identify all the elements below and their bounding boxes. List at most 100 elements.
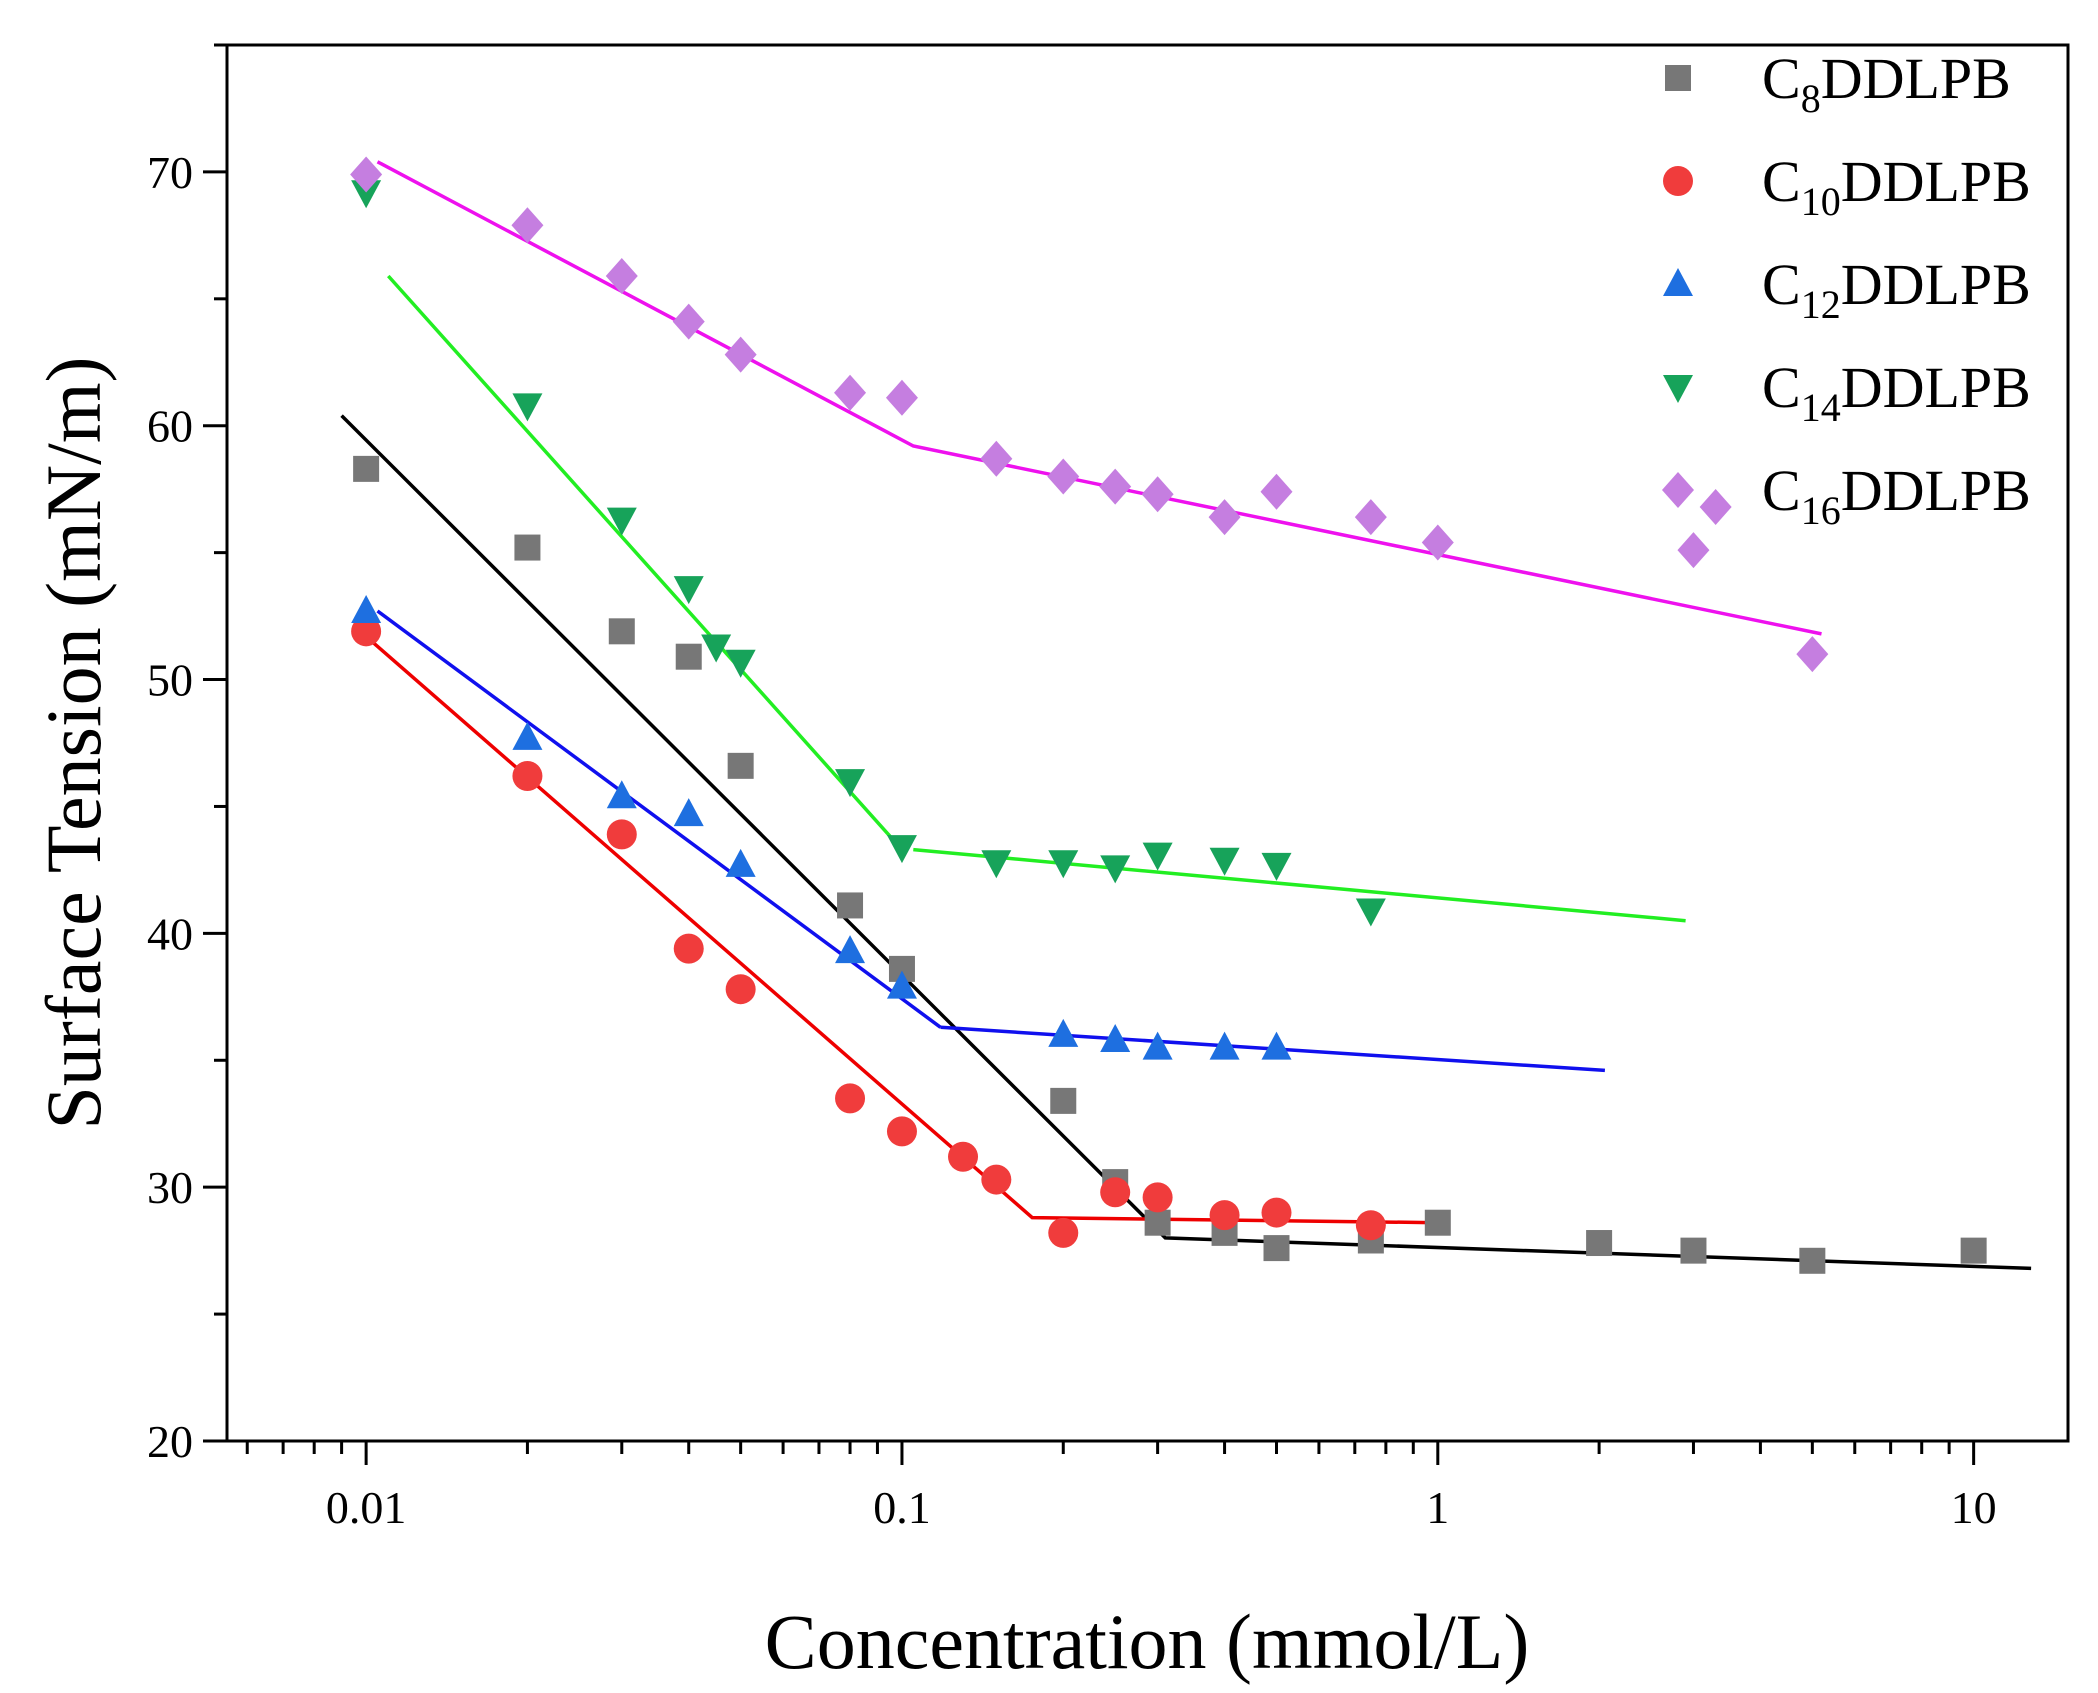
data-point bbox=[673, 576, 704, 605]
legend-label-subscript: 12 bbox=[1801, 282, 1841, 327]
data-point bbox=[1355, 1210, 1386, 1241]
y-tick-label: 40 bbox=[147, 908, 193, 959]
data-point bbox=[835, 1083, 866, 1114]
data-point bbox=[1048, 1018, 1079, 1047]
legend-marker bbox=[1663, 375, 1693, 403]
data-point bbox=[727, 752, 754, 779]
data-point bbox=[837, 892, 864, 919]
y-axis-ticks: 20 30 40 50 60 70 bbox=[147, 43, 227, 1467]
data-point bbox=[1142, 842, 1173, 871]
data-point bbox=[1261, 1031, 1292, 1060]
data-point bbox=[886, 1116, 917, 1147]
data-point bbox=[1209, 1031, 1240, 1060]
data-point bbox=[1099, 468, 1132, 505]
fit-line bbox=[386, 274, 904, 851]
data-point bbox=[1680, 1237, 1707, 1264]
data-point bbox=[1799, 1247, 1826, 1274]
data-point bbox=[1424, 1209, 1451, 1236]
legend-label-rest: DDLPB bbox=[1821, 46, 2011, 111]
data-point bbox=[1421, 524, 1454, 561]
data-point bbox=[725, 848, 756, 877]
legend-label: C14DDLPB bbox=[1762, 355, 2031, 430]
data-point bbox=[350, 156, 383, 193]
data-point bbox=[1796, 636, 1829, 673]
data-point bbox=[981, 850, 1012, 879]
data-point bbox=[886, 835, 917, 864]
data-point bbox=[605, 257, 638, 294]
data-point bbox=[1047, 458, 1080, 495]
x-tick-label: 1 bbox=[1426, 1482, 1449, 1533]
legend-label-rest: DDLPB bbox=[1841, 252, 2031, 317]
data-point bbox=[673, 933, 704, 964]
data-point bbox=[514, 534, 541, 561]
data-point bbox=[1209, 847, 1240, 876]
legend-label-rest: DDLPB bbox=[1841, 355, 2031, 420]
data-point bbox=[351, 180, 382, 209]
legend-label: C12DDLPB bbox=[1762, 252, 2031, 327]
data-point bbox=[1100, 855, 1131, 884]
legend-label: C16DDLPB bbox=[1762, 458, 2031, 533]
data-point bbox=[835, 935, 866, 964]
data-point bbox=[1050, 1087, 1077, 1114]
fit-line bbox=[376, 609, 942, 1029]
data-point bbox=[1208, 499, 1241, 536]
data-point bbox=[1144, 1209, 1171, 1236]
data-point bbox=[1048, 850, 1079, 879]
data-point bbox=[1100, 1023, 1131, 1052]
data-point bbox=[606, 780, 637, 809]
data-point bbox=[512, 721, 543, 750]
x-axis-ticks: 0.01 0.1 1 10 bbox=[245, 1441, 1997, 1533]
data-point bbox=[1586, 1230, 1613, 1257]
data-point bbox=[885, 379, 918, 416]
legend-label: C8DDLPB bbox=[1762, 46, 2011, 121]
data-point bbox=[1142, 1031, 1173, 1060]
legend-label-base: C bbox=[1762, 252, 1801, 317]
legend-label-rest: DDLPB bbox=[1841, 149, 2031, 214]
y-tick-label: 30 bbox=[147, 1162, 193, 1213]
x-axis-title: Concentration (mmol/L) bbox=[765, 1598, 1530, 1685]
x-tick-label: 0.1 bbox=[873, 1482, 931, 1533]
data-point bbox=[606, 507, 637, 536]
legend-label-subscript: 10 bbox=[1801, 179, 1841, 224]
data-point bbox=[353, 455, 380, 482]
data-point bbox=[886, 970, 917, 999]
y-tick-label: 50 bbox=[147, 655, 193, 706]
data-point bbox=[1141, 476, 1174, 513]
legend-marker bbox=[1663, 166, 1693, 196]
legend-label-base: C bbox=[1762, 355, 1801, 420]
plot-area-frame bbox=[225, 43, 2070, 1443]
data-point bbox=[1354, 499, 1387, 536]
data-point bbox=[1261, 1197, 1292, 1228]
data-markers bbox=[350, 156, 1987, 1274]
y-axis-title: Surface Tension (mN/m) bbox=[30, 357, 117, 1130]
legend-label: C10DDLPB bbox=[1762, 149, 2031, 224]
legend-label-base: C bbox=[1762, 149, 1801, 214]
y-tick-label: 70 bbox=[147, 147, 193, 198]
data-point bbox=[948, 1141, 979, 1172]
data-point bbox=[512, 760, 543, 791]
data-point bbox=[725, 974, 756, 1005]
data-point bbox=[1142, 1182, 1173, 1213]
data-point bbox=[1260, 473, 1293, 510]
legend-label-subscript: 14 bbox=[1801, 385, 1841, 430]
fit-lines bbox=[340, 160, 2032, 1271]
fit-line bbox=[340, 414, 2032, 1271]
data-point bbox=[672, 303, 705, 340]
data-point bbox=[351, 616, 382, 647]
legend-label-base: C bbox=[1762, 458, 1801, 523]
data-point bbox=[606, 819, 637, 850]
legend-label-base: C bbox=[1762, 46, 1801, 111]
legend-marker bbox=[1662, 472, 1694, 508]
data-point bbox=[725, 649, 756, 678]
data-point bbox=[608, 618, 635, 645]
data-point bbox=[1699, 488, 1732, 525]
data-point bbox=[980, 440, 1013, 477]
data-point bbox=[701, 634, 732, 663]
data-point bbox=[1048, 1217, 1079, 1248]
data-point bbox=[512, 393, 543, 422]
data-point bbox=[1209, 1200, 1240, 1231]
y-tick-label: 60 bbox=[147, 401, 193, 452]
data-point bbox=[1263, 1235, 1290, 1262]
